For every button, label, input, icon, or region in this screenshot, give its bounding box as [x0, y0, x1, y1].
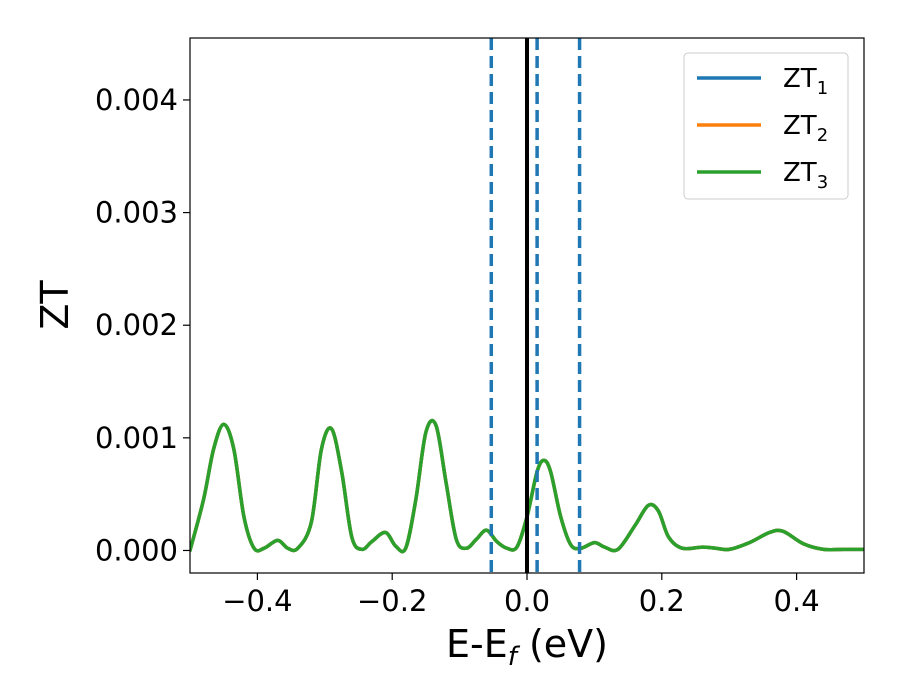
x-tick-label: 0.4: [774, 584, 820, 618]
x-tick-label: 0.0: [504, 584, 550, 618]
y-tick-label: 0.002: [95, 308, 178, 342]
y-tick-label: 0.004: [95, 83, 178, 117]
y-tick-label: 0.003: [95, 196, 178, 230]
legend-box: [683, 52, 849, 200]
y-tick-label: 0.001: [95, 421, 178, 455]
y-axis-label: ZT: [33, 280, 77, 330]
legend: ZT1 ZT2 ZT3: [683, 52, 849, 200]
x-tick-label: −0.2: [357, 584, 427, 618]
x-tick-label: 0.2: [639, 584, 685, 618]
x-tick-label: −0.4: [222, 584, 292, 618]
x-axis: −0.4 −0.2 0.0 0.2 0.4: [222, 573, 820, 618]
legend-label-1: ZT1: [783, 64, 828, 99]
legend-label-2: ZT2: [783, 111, 828, 146]
plot-area: [190, 38, 864, 573]
x-axis-label-unit: (eV): [517, 622, 608, 666]
series-line-3: [190, 418, 864, 554]
x-axis-label-main: E-E: [446, 622, 508, 666]
y-tick-label: 0.000: [95, 533, 178, 567]
y-axis: 0.000 0.001 0.002 0.003 0.004: [95, 83, 190, 567]
x-axis-label: E-Ef (eV): [446, 622, 608, 672]
legend-label-3: ZT3: [783, 158, 828, 193]
